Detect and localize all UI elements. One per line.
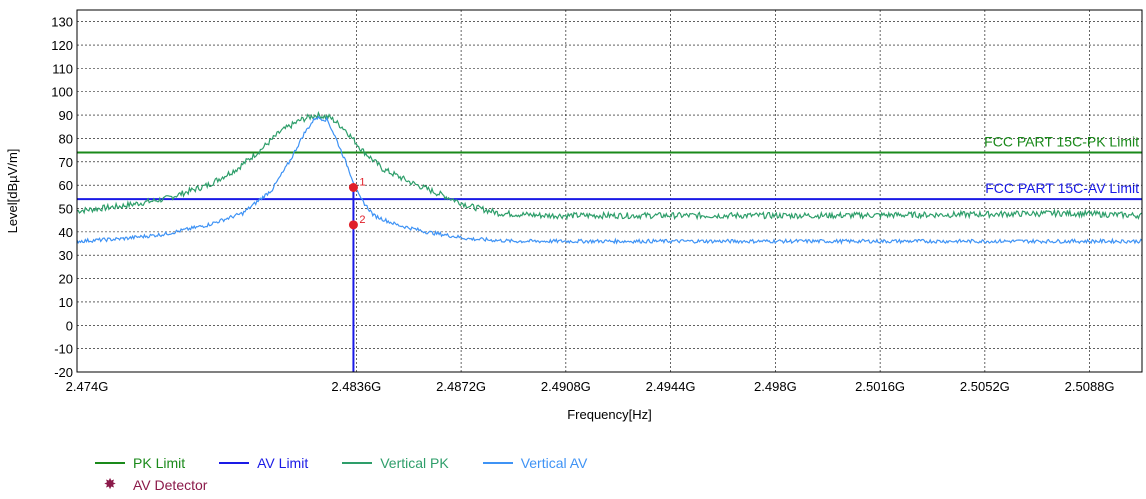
marker-point [348,182,358,192]
marker-point [348,220,358,230]
x-tick-label: 2.4836G [331,379,381,394]
y-tick-label: 20 [59,272,73,287]
plot-border [76,9,1143,373]
x-tick-label: 2.4944G [646,379,696,394]
legend-label-av-detector: AV Detector [133,477,208,493]
legend-item-av-detector: ✸ AV Detector [95,476,208,493]
x-tick-label: 2.5088G [1065,379,1115,394]
marker-label: 2 [359,214,365,226]
legend-swatch-pk-limit [95,462,125,464]
y-axis-ticks: -20 -10 0 10 20 30 40 50 60 70 80 90 100 110 120 130 [51,15,73,380]
y-tick-label: 30 [59,248,73,263]
series-line-vertical-pk [76,110,1143,221]
x-tick-label: 2.4908G [541,379,591,394]
y-tick-label: -20 [54,365,73,380]
legend-label-vertical-av: Vertical AV [520,455,588,471]
legend-item-vertical-av: Vertical AV [482,455,588,471]
x-axis-label: Frequency[Hz] [567,407,652,422]
legend-swatch-vertical-pk [342,462,373,464]
y-tick-label: 70 [59,155,73,170]
y-tick-label: 120 [51,38,73,53]
y-tick-label: -10 [54,342,73,357]
markers: 12 [348,176,366,372]
x-tick-label: 2.5016G [855,379,905,394]
legend-row-detector: ✸ AV Detector [95,474,621,496]
legend-label-av-limit: AV Limit [257,455,309,471]
y-tick-label: 0 [66,318,73,333]
x-tick-label: 2.5052G [960,379,1010,394]
marker-label: 1 [359,176,365,188]
y-tick-label: 80 [59,131,73,146]
x-tick-label: 2.498G [754,379,797,394]
y-tick-label: 110 [52,61,73,76]
y-tick-label: 10 [59,295,73,310]
grid [76,10,1142,373]
legend-item-av-limit: AV Limit [219,455,308,471]
legend: PK Limit AV Limit Vertical PK Vertical A… [95,452,621,496]
spectrum-chart: -20 -10 0 10 20 30 40 50 60 70 80 90 100 110 120 130 2.… [5,9,1143,422]
y-axis-label: Level[dBµV/m] [5,149,20,234]
legend-swatch-av-limit [219,462,250,464]
y-tick-label: 100 [51,85,73,100]
y-tick-label: 130 [51,15,73,30]
y-tick-label: 90 [59,108,73,123]
series [76,110,1143,246]
legend-label-pk-limit: PK Limit [133,455,186,471]
x-axis-ticks: 2.474G 2.4836G 2.4872G 2.4908G 2.4944G 2.498G… [66,379,1115,394]
series-line-vertical-av [76,115,1143,246]
x-tick-label: 2.4872G [436,379,486,394]
limit-lines: FCC PART 15C-PK Limit FCC PART 15C-AV Lim… [77,133,1142,201]
limit-line-label: FCC PART 15C-PK Limit [984,133,1139,149]
legend-item-pk-limit: PK Limit [95,455,185,471]
y-tick-label: 40 [59,225,73,240]
legend-row-lines: PK Limit AV Limit Vertical PK Vertical A… [95,452,621,474]
legend-swatch-vertical-av [482,462,513,464]
y-tick-label: 60 [59,178,73,193]
x-tick-label: 2.474G [66,379,109,394]
y-tick-label: 50 [59,202,73,217]
star-icon: ✸ [103,476,117,493]
legend-label-vertical-pk: Vertical PK [380,455,449,471]
legend-item-vertical-pk: Vertical PK [342,455,449,471]
limit-line-label: FCC PART 15C-AV Limit [985,180,1139,196]
